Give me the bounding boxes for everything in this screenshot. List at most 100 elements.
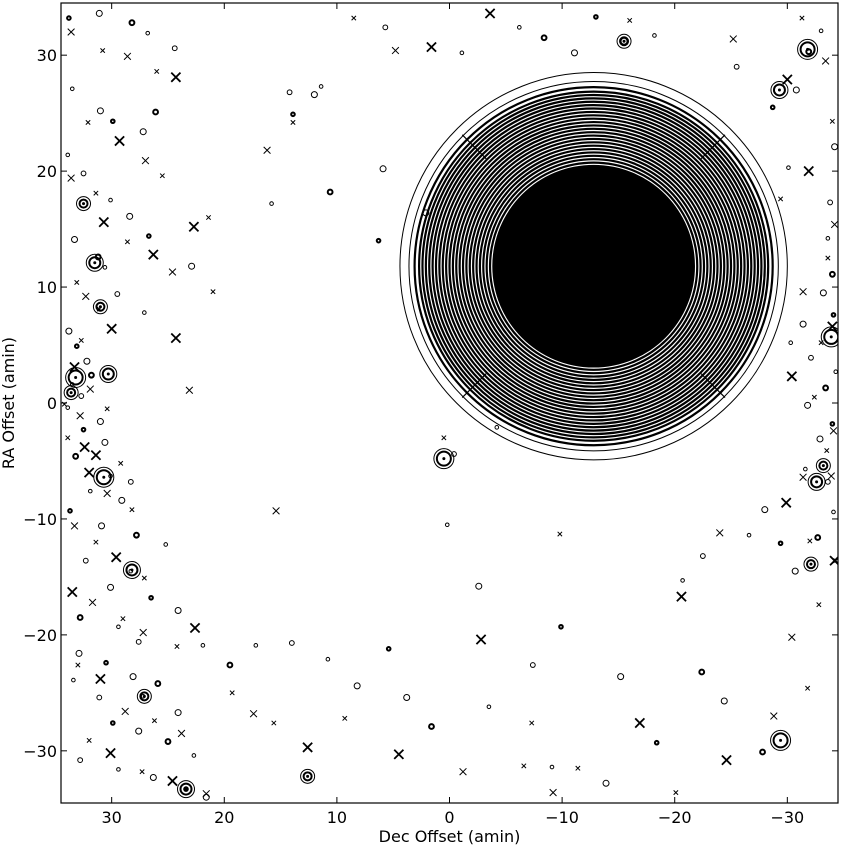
point-circle: [65, 327, 73, 335]
bright-source-ring: [478, 151, 709, 382]
point-circle: [114, 291, 121, 297]
bright-source-spike: [461, 134, 487, 160]
point-circle: [110, 720, 116, 726]
point-circle: [101, 438, 109, 446]
y-tick-label: −20: [23, 626, 57, 645]
point-cross: [799, 15, 805, 21]
point-circle: [191, 753, 197, 758]
point-circle: [135, 727, 143, 735]
point-cross: [148, 249, 159, 260]
point-circle: [116, 624, 121, 630]
point-circle: [75, 649, 83, 657]
point-circle: [602, 779, 610, 787]
point-ring: [433, 448, 455, 470]
point-circle: [353, 682, 361, 690]
point-circle: [804, 401, 812, 409]
x-axis-label: Dec Offset (amin): [379, 827, 521, 845]
point-cross: [104, 406, 110, 412]
x-tick-label: 30: [101, 808, 121, 827]
point-circle: [96, 694, 103, 701]
point-cross: [93, 190, 99, 196]
point-ring: [63, 385, 79, 401]
point-cross: [82, 292, 90, 301]
point-circle: [269, 201, 274, 206]
y-tick-label: 0: [47, 394, 57, 413]
point-circle: [494, 425, 500, 430]
point-circle: [720, 697, 728, 705]
bright-source-ring: [455, 127, 733, 405]
point-cross: [716, 529, 724, 537]
point-ring: [815, 458, 831, 474]
point-circle: [318, 84, 324, 89]
point-cross: [799, 287, 807, 296]
x-tick-label: 0: [444, 808, 454, 827]
point-cross: [803, 165, 814, 177]
plot-content: [61, 8, 838, 801]
point-circle: [71, 236, 79, 244]
point-circle: [769, 104, 776, 111]
point-cross: [210, 289, 216, 295]
point-circle: [149, 773, 157, 781]
point-circle: [814, 534, 822, 541]
point-cross: [459, 767, 467, 776]
point-cross: [786, 371, 798, 382]
point-cross: [816, 602, 822, 608]
point-circle: [96, 107, 104, 115]
point-cross: [67, 28, 75, 36]
bright-source-ring: [434, 107, 753, 425]
point-cross: [159, 173, 165, 179]
point-cross: [154, 68, 160, 74]
point-cross: [799, 473, 807, 481]
point-cross: [151, 718, 158, 724]
point-circle: [799, 320, 807, 328]
point-cross: [168, 268, 177, 276]
point-circle: [103, 659, 109, 666]
point-cross: [557, 531, 563, 537]
point-circle: [382, 24, 389, 31]
point-cross: [778, 196, 784, 202]
point-cross: [721, 754, 732, 766]
bright-source-ring: [438, 110, 750, 422]
point-cross: [189, 622, 201, 634]
point-cross: [141, 156, 150, 165]
point-cross: [95, 673, 106, 685]
point-cross: [120, 616, 126, 622]
point-circle: [65, 405, 71, 410]
point-cross: [529, 720, 535, 726]
point-circle: [67, 508, 73, 514]
point-cross: [70, 522, 79, 530]
point-circle: [786, 165, 791, 170]
bright-source-ring: [431, 104, 756, 429]
point-circle: [570, 49, 578, 57]
ticks: 30 20 10 0 −10 −20 −30 30 20 10 0 −10 −20 −30: [23, 3, 838, 827]
point-circle: [80, 170, 87, 177]
point-circle: [816, 435, 824, 443]
point-circle: [819, 289, 827, 297]
point-circle: [746, 532, 752, 538]
point-circle: [142, 310, 147, 315]
bright-source-ring: [399, 72, 788, 461]
bright-source-ring: [424, 97, 763, 436]
point-circle: [226, 661, 234, 669]
point-ring: [76, 196, 92, 212]
point-cross: [229, 690, 235, 696]
point-cross: [484, 8, 496, 19]
point-circle: [792, 86, 800, 94]
point-circle: [617, 673, 625, 681]
point-cross: [549, 788, 557, 797]
point-circle: [80, 426, 87, 433]
point-circle: [808, 354, 814, 361]
point-circle: [517, 25, 522, 30]
point-ring: [85, 253, 104, 272]
y-tick-label: −10: [23, 510, 57, 529]
x-tick-label: −30: [770, 808, 804, 827]
point-circle: [118, 496, 126, 504]
point-circle: [825, 236, 831, 241]
point-circle: [128, 19, 136, 27]
point-circle: [733, 63, 740, 70]
point-cross: [205, 214, 212, 221]
point-circle: [102, 265, 108, 270]
point-cross: [441, 435, 447, 441]
